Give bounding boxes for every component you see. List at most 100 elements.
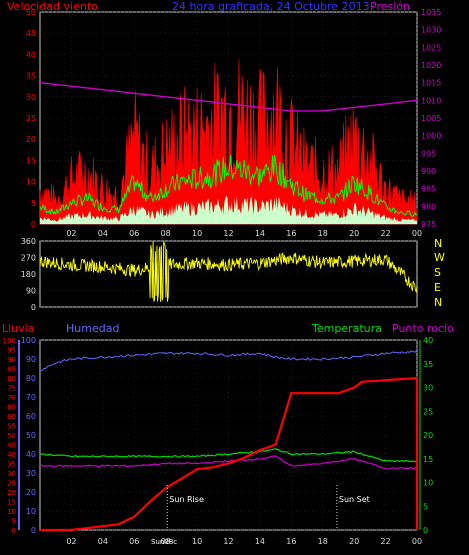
- pressure-tick-11: 1030: [421, 26, 441, 35]
- compass-w: W: [434, 251, 445, 264]
- wind-avg-series: [39, 154, 418, 217]
- temperature-tick-7: 35: [423, 360, 433, 369]
- wind-tick-0: 0: [31, 220, 36, 229]
- time-tick-bottom-8: 18: [318, 537, 328, 546]
- humidity-tick-3: 30: [26, 469, 36, 478]
- wind-tick-8: 40: [26, 50, 36, 59]
- time-tick-bottom-6: 14: [255, 537, 265, 546]
- time-tick-bottom-2: 06: [129, 537, 139, 546]
- compass-n-top: N: [434, 237, 442, 250]
- direction-tick-1: 90: [26, 287, 36, 296]
- wind-low-series: [40, 195, 417, 224]
- rain-tick-11: 55: [7, 423, 16, 431]
- tick-label-layer: 0510152025303540455097598098599099510001…: [3, 8, 442, 546]
- time-tick-bottom-4: 10: [192, 537, 202, 546]
- rain-tick-13: 65: [7, 404, 16, 412]
- temperature-tick-8: 40: [423, 336, 433, 345]
- pressure-tick-10: 1025: [421, 43, 441, 52]
- rain-series: [40, 376, 419, 532]
- rain-tick-19: 95: [7, 347, 16, 355]
- rain-tick-8: 40: [7, 451, 16, 459]
- wind-tick-3: 15: [26, 156, 36, 165]
- compass-n-bottom: N: [434, 296, 442, 309]
- humidity-tick-4: 40: [26, 450, 36, 459]
- time-tick-top-6: 14: [255, 229, 265, 238]
- temperature-tick-2: 10: [423, 479, 433, 488]
- rain-tick-10: 50: [7, 432, 16, 440]
- time-tick-bottom-7: 16: [286, 537, 296, 546]
- rain-tick-16: 80: [7, 375, 16, 383]
- time-tick-bottom-11: 00: [412, 537, 422, 546]
- pressure-tick-1: 980: [421, 202, 436, 211]
- temperature-tick-1: 5: [423, 502, 428, 511]
- rain-tick-6: 30: [7, 470, 16, 478]
- time-tick-top-3: 08: [161, 229, 171, 238]
- pressure-tick-2: 985: [421, 185, 436, 194]
- rain-tick-7: 35: [7, 461, 16, 469]
- pressure-tick-9: 1020: [421, 61, 441, 70]
- rain-tick-12: 60: [7, 413, 16, 421]
- time-tick-bottom-3: 08: [161, 537, 171, 546]
- humidity-tick-8: 80: [26, 374, 36, 383]
- time-tick-top-7: 16: [286, 229, 296, 238]
- compass-e: E: [434, 281, 441, 294]
- humidity-tick-2: 20: [26, 488, 36, 497]
- rain-tick-0: 0: [12, 527, 16, 535]
- direction-tick-2: 180: [21, 270, 36, 279]
- humidity-series: [39, 349, 418, 372]
- rain-tick-4: 20: [7, 489, 16, 497]
- series-layer: [39, 58, 419, 532]
- direction-tick-4: 360: [21, 237, 36, 246]
- humidity-tick-7: 70: [26, 393, 36, 402]
- time-tick-bottom-1: 04: [98, 537, 108, 546]
- pressure-tick-5: 1000: [421, 132, 441, 141]
- pressure-tick-3: 990: [421, 167, 436, 176]
- rain-tick-15: 75: [7, 385, 16, 393]
- wind-tick-4: 20: [26, 135, 36, 144]
- dew-point-header: Punto rocío: [392, 322, 454, 335]
- dew-point-series: [39, 455, 418, 470]
- wind-speed-series: [39, 58, 418, 225]
- pressure-tick-6: 1005: [421, 114, 441, 123]
- annotation-layer: Sun Rise Sun Set Sun08c: [151, 485, 370, 546]
- rain-header: Lluvia: [2, 322, 34, 335]
- sun-axis-label: Sun08c: [151, 538, 177, 546]
- rain-tick-3: 15: [7, 499, 16, 507]
- pressure-tick-8: 1015: [421, 79, 441, 88]
- humidity-tick-9: 90: [26, 355, 36, 364]
- wind-tick-6: 30: [26, 93, 36, 102]
- wind-tick-10: 50: [26, 8, 36, 17]
- direction-series: [39, 241, 418, 303]
- time-tick-top-4: 10: [192, 229, 202, 238]
- wind-tick-1: 5: [31, 199, 36, 208]
- direction-tick-0: 0: [31, 303, 36, 312]
- time-tick-bottom-9: 20: [349, 537, 359, 546]
- pressure-tick-12: 1035: [421, 8, 441, 17]
- humidity-tick-6: 60: [26, 412, 36, 421]
- humidity-header: Humedad: [66, 322, 119, 335]
- wind-tick-2: 10: [26, 178, 36, 187]
- pressure-tick-7: 1010: [421, 96, 441, 105]
- pressure-header: Presión: [370, 0, 410, 13]
- humidity-tick-10: 100: [21, 336, 36, 345]
- time-tick-top-9: 20: [349, 229, 359, 238]
- rain-tick-9: 45: [7, 442, 16, 450]
- sun-marker-label-0: Sun Rise: [169, 495, 204, 504]
- pressure-tick-0: 975: [421, 220, 436, 229]
- humidity-tick-1: 10: [26, 507, 36, 516]
- wind-tick-9: 45: [26, 29, 36, 38]
- wind-tick-5: 25: [26, 114, 36, 123]
- direction-tick-3: 270: [21, 254, 36, 263]
- pressure-series: [39, 82, 418, 112]
- grid-layer: [18, 11, 421, 531]
- temperature-tick-6: 30: [423, 384, 433, 393]
- pressure-tick-4: 995: [421, 149, 436, 158]
- time-tick-top-2: 06: [129, 229, 139, 238]
- wind-tick-7: 35: [26, 72, 36, 81]
- temperature-series: [39, 448, 418, 463]
- center-title: 24 hora graficada, 24 Octubre 2013: [172, 0, 370, 13]
- temperature-tick-3: 15: [423, 455, 433, 464]
- humidity-tick-0: 0: [31, 526, 36, 535]
- rain-tick-14: 70: [7, 394, 16, 402]
- rain-tick-5: 25: [7, 480, 16, 488]
